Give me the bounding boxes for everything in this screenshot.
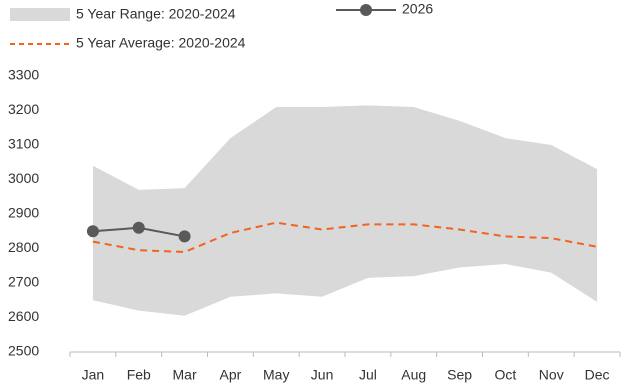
y-tick-label: 3100 [8,136,39,152]
y-tick-label: 3200 [8,101,39,117]
x-tick-label: Nov [539,367,564,383]
legend-marker [360,4,372,16]
y-tick-label: 2900 [8,205,39,221]
marker [86,225,99,238]
x-tick-label: Aug [401,367,426,383]
x-tick-label: Jan [82,367,105,383]
x-tick-label: Jun [311,367,334,383]
y-tick-label: 3300 [8,67,39,83]
x-tick-label: Dec [585,367,610,383]
range-area [92,105,598,316]
legend-label: 5 Year Range: 2020-2024 [76,6,236,22]
y-tick-label: 2700 [8,274,39,290]
marker [178,230,191,243]
x-tick-label: Apr [220,367,242,383]
legend-label: 2026 [402,1,433,17]
x-tick-label: Oct [495,367,517,383]
legend-label: 5 Year Average: 2020-2024 [76,35,246,51]
y-tick-label: 3000 [8,170,39,186]
series-line [92,221,598,253]
y-tick-label: 2800 [8,239,39,255]
legend-swatch [10,8,70,21]
x-tick-label: Sep [447,367,472,383]
x-tick-label: Jul [359,367,377,383]
y-tick-label: 2600 [8,308,39,324]
x-tick-label: May [263,367,289,383]
x-tick-label: Feb [127,367,151,383]
x-tick-label: Mar [173,367,197,383]
y-tick-label: 2500 [8,343,39,359]
marker [132,221,145,234]
